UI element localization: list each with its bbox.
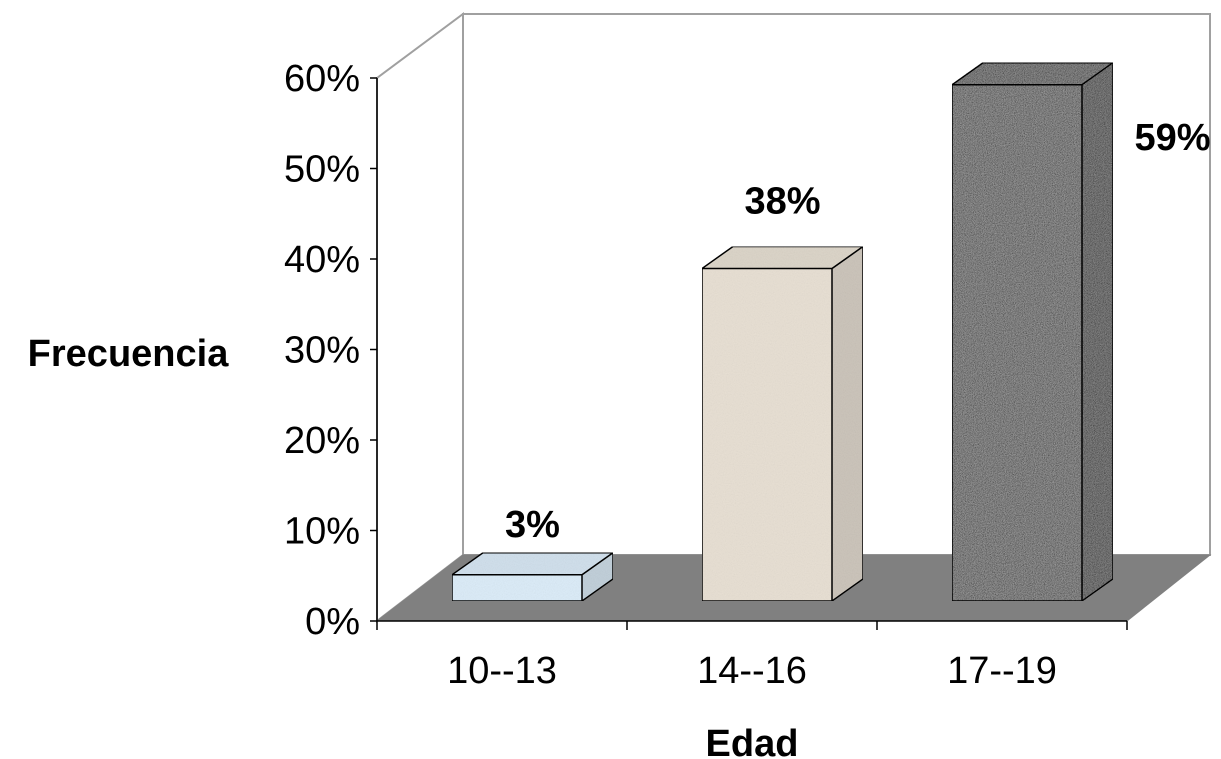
x-tick-label: 10--13 (447, 650, 557, 692)
bar-front (951, 84, 1083, 602)
y-tick-label: 0% (305, 601, 360, 643)
y-tick-label: 20% (284, 420, 360, 462)
data-label: 3% (505, 504, 560, 546)
x-tick-label: 17--19 (947, 650, 1057, 692)
y-tick-label: 10% (284, 511, 360, 553)
bar-front (451, 574, 583, 602)
y-tick-label: 40% (284, 239, 360, 281)
bar-side (831, 245, 864, 603)
bar (699, 245, 866, 603)
y-tick-label: 60% (284, 58, 360, 100)
bar (449, 551, 616, 603)
bar-front (701, 267, 833, 602)
y-axis-title: Frecuencia (28, 333, 230, 375)
bar-top (449, 552, 616, 576)
data-label: 59% (1134, 117, 1210, 159)
x-tick-label: 14--16 (697, 650, 807, 692)
side-wall (376, 12, 464, 624)
x-axis-title: Edad (706, 723, 799, 759)
y-tick-label: 30% (284, 330, 360, 372)
bar-side (1081, 61, 1114, 603)
data-label: 38% (744, 181, 820, 223)
bar (949, 61, 1116, 603)
y-tick-label: 50% (284, 149, 360, 191)
bar-top (699, 245, 866, 270)
bar-top (949, 62, 1116, 86)
